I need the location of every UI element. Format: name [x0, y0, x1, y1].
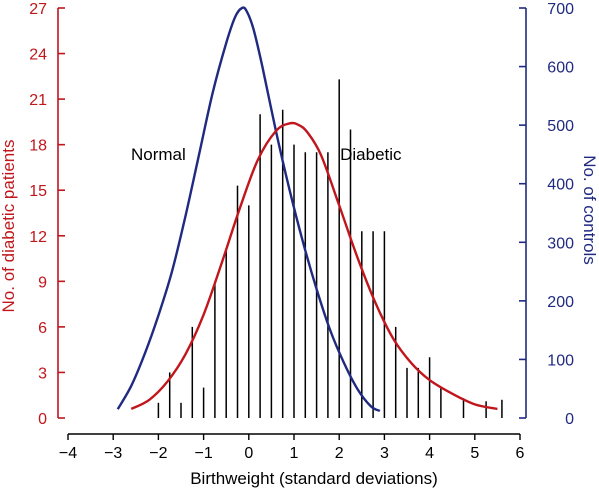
left-axis-tick-label: 21 — [29, 92, 47, 109]
right-axis-tick-label: 600 — [547, 60, 574, 77]
right-y-axis: 0 100 200 300 400 500 600 700 — [519, 1, 574, 428]
x-axis-tick-label: 3 — [380, 445, 389, 462]
x-axis-tick-label: 1 — [290, 445, 299, 462]
x-axis-tick-label: −3 — [104, 445, 122, 462]
right-axis-tick-label: 700 — [547, 1, 574, 18]
x-axis-tick-label: 4 — [425, 445, 434, 462]
left-axis-tick-label: 24 — [29, 47, 47, 64]
right-y-axis-title: No. of controls — [580, 155, 599, 265]
x-axis-tick-label: 5 — [470, 445, 479, 462]
histogram-bars — [157, 79, 503, 418]
left-y-axis: 0 3 6 9 12 15 18 21 24 27 — [29, 1, 65, 428]
annotation-diabetic: Diabetic — [340, 145, 402, 164]
x-axis-tick-label: −2 — [149, 445, 167, 462]
normal-curve — [116, 6, 381, 413]
x-axis-title: Birthweight (standard deviations) — [190, 469, 438, 488]
x-axis-tick-label: −1 — [194, 445, 212, 462]
right-axis-tick-label: 500 — [547, 118, 574, 135]
x-axis: −4 −3 −2 −1 0 1 2 3 4 5 6 — [59, 433, 525, 462]
left-axis-tick-label: 15 — [29, 183, 47, 200]
right-axis-tick-label: 400 — [547, 177, 574, 194]
left-y-axis-title: No. of diabetic patients — [0, 140, 18, 313]
left-axis-tick-label: 27 — [29, 1, 47, 18]
left-axis-tick-label: 18 — [29, 138, 47, 155]
right-axis-tick-label: 200 — [547, 294, 574, 311]
x-axis-tick-label: 0 — [244, 445, 253, 462]
left-axis-tick-label: 9 — [38, 274, 47, 291]
right-axis-tick-label: 100 — [547, 352, 574, 369]
left-axis-tick-label: 3 — [38, 365, 47, 382]
x-axis-tick-label: 2 — [335, 445, 344, 462]
x-axis-tick-label: 6 — [516, 445, 525, 462]
fitted-curves — [116, 6, 498, 413]
left-axis-tick-label: 12 — [29, 229, 47, 246]
right-axis-tick-label: 300 — [547, 235, 574, 252]
x-axis-tick-label: −4 — [59, 445, 77, 462]
diabetic-curve — [130, 121, 498, 411]
right-axis-tick-label: 0 — [565, 411, 574, 428]
left-axis-tick-label: 6 — [38, 320, 47, 337]
left-axis-tick-label: 0 — [38, 411, 47, 428]
annotation-normal: Normal — [131, 145, 186, 164]
